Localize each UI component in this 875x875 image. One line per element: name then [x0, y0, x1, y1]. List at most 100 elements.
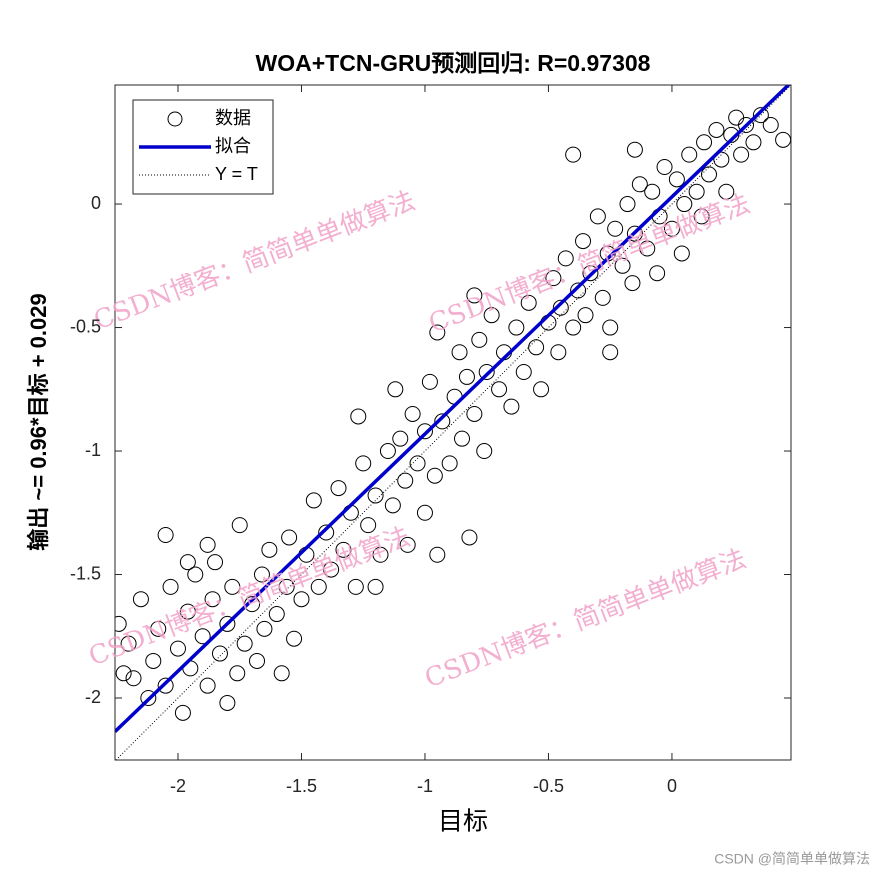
data-point [179, 554, 196, 571]
data-point [387, 381, 404, 398]
x-tick-label: -0.5 [533, 776, 564, 796]
data-point [476, 443, 493, 460]
data-point [565, 146, 582, 163]
data-point [626, 141, 643, 158]
data-point [335, 541, 352, 558]
data-point [676, 196, 693, 213]
data-point [120, 635, 137, 652]
data-point [350, 408, 367, 425]
data-point [397, 472, 414, 489]
data-point [224, 578, 241, 595]
data-point [533, 381, 550, 398]
data-point [619, 196, 636, 213]
credit: CSDN @简简单单做算法 [714, 851, 870, 867]
data-point [278, 578, 295, 595]
data-point [708, 121, 725, 138]
data-point [639, 240, 656, 257]
data-point [187, 566, 204, 583]
data-point [416, 423, 433, 440]
data-point [323, 561, 340, 578]
data-point [508, 319, 525, 336]
data-point [614, 257, 631, 274]
data-point [434, 413, 451, 430]
data-point [256, 620, 273, 637]
data-point [545, 270, 562, 287]
data-point [624, 275, 641, 292]
data-point [656, 158, 673, 175]
data-point [466, 287, 483, 304]
fit-line [115, 85, 791, 733]
data-point [520, 294, 537, 311]
data-point [491, 381, 508, 398]
data-point [668, 171, 685, 188]
data-point [570, 282, 587, 299]
data-point [392, 430, 409, 447]
data-point [441, 455, 458, 472]
data-point [261, 541, 278, 558]
data-point [421, 373, 438, 390]
data-point [565, 319, 582, 336]
data-point [211, 645, 228, 662]
data-point [305, 492, 322, 509]
data-point [194, 628, 211, 645]
data-point [471, 331, 488, 348]
data-point [483, 307, 500, 324]
data-point [207, 554, 224, 571]
data-point [762, 117, 779, 134]
data-point [355, 455, 372, 472]
data-point [745, 134, 762, 151]
data-point [360, 517, 377, 534]
legend-label: Y = T [215, 164, 258, 184]
data-point [399, 536, 416, 553]
data-point [552, 299, 569, 316]
data-point [681, 146, 698, 163]
data-point [199, 677, 216, 694]
x-tick-label: 0 [667, 776, 677, 796]
data-point [157, 527, 174, 543]
data-point [752, 107, 769, 124]
data-point [429, 324, 446, 341]
data-point [626, 225, 643, 242]
data-point [253, 566, 270, 583]
y-tick-label: -1 [85, 440, 101, 460]
data-point [416, 504, 433, 521]
data-point [384, 497, 401, 514]
data-point [330, 480, 347, 497]
data-point [132, 591, 149, 608]
data-point [582, 265, 599, 282]
data-point [125, 670, 142, 687]
data-point [409, 455, 426, 472]
y-axis-label: 输出 ~= 0.96*目标 + 0.029 [26, 293, 51, 550]
x-tick-label: -2 [170, 776, 186, 796]
legend-label: 拟合 [215, 136, 251, 156]
data-point [404, 405, 421, 422]
data-point [426, 467, 443, 484]
legend-label: 数据 [215, 108, 251, 128]
x-tick-label: -1 [417, 776, 433, 796]
data-point [162, 578, 179, 595]
plot-marks [115, 85, 791, 760]
data-point [249, 652, 266, 669]
data-point [268, 606, 285, 623]
data-point [219, 694, 236, 711]
data-point [169, 640, 186, 657]
data-point [229, 665, 246, 682]
data-point [550, 344, 567, 361]
y-tick-label: -0.5 [70, 316, 101, 336]
data-point [115, 615, 127, 632]
data-point [466, 405, 483, 422]
legend-marker [167, 111, 183, 127]
data-point [461, 529, 478, 546]
x-tick-label: -1.5 [286, 776, 317, 796]
data-point [478, 363, 495, 380]
data-point [557, 250, 574, 267]
data-point [701, 166, 718, 183]
data-point [318, 524, 335, 541]
data-point [372, 546, 389, 563]
data-point [713, 151, 730, 168]
data-point [602, 344, 619, 361]
data-point [145, 652, 162, 669]
data-point [157, 677, 174, 694]
data-point [454, 430, 471, 447]
data-point [293, 591, 310, 608]
